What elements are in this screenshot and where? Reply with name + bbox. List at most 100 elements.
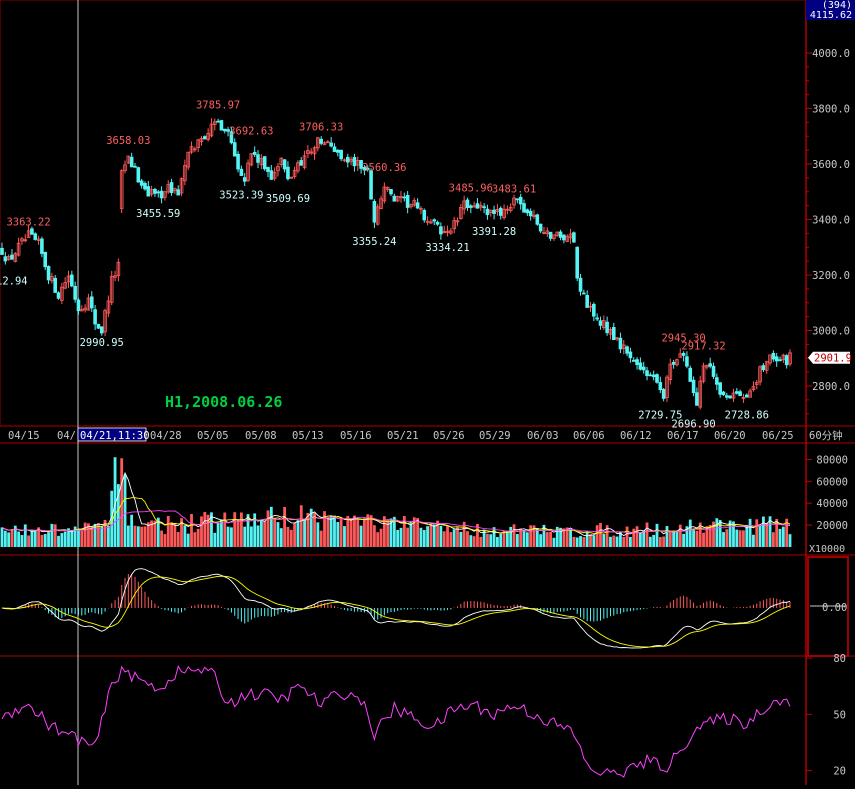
candle-body	[183, 165, 187, 182]
volume-bar	[745, 524, 749, 547]
candle-body	[705, 364, 709, 368]
volume-bar	[638, 532, 642, 547]
volume-bar	[549, 531, 553, 547]
candle-body	[63, 282, 67, 289]
volume-bar	[449, 532, 453, 547]
volume-tick-label: 20000	[816, 520, 848, 532]
volume-bar	[336, 522, 340, 547]
candle-body	[512, 197, 516, 206]
volume-bar	[226, 526, 230, 547]
volume-bar	[249, 526, 253, 547]
volume-bar	[476, 523, 479, 547]
volume-bar	[60, 533, 64, 547]
volume-bar	[106, 525, 110, 547]
candle-body	[136, 167, 141, 183]
volume-bar	[329, 515, 333, 547]
candle-body	[645, 370, 649, 376]
volume-bar	[67, 528, 70, 547]
candle-body	[575, 246, 580, 279]
volume-bar	[632, 528, 636, 547]
candle-body	[435, 221, 440, 225]
price-tick-label: 3600.0	[812, 159, 850, 171]
volume-bar	[83, 522, 87, 547]
candle-body	[482, 206, 486, 209]
candle-body	[56, 292, 61, 299]
price-annotation-low: 2696.90	[671, 419, 715, 431]
volume-bar	[376, 532, 380, 547]
candle-body	[469, 205, 473, 208]
candle-body	[309, 151, 314, 154]
volume-tick-label: 60000	[816, 476, 848, 488]
macd-zero-label: 0.00	[822, 602, 847, 614]
volume-bar	[43, 534, 47, 547]
candle-body	[129, 156, 134, 168]
candle-body	[585, 294, 589, 308]
candle-body	[648, 374, 653, 377]
price-annotation-high: 2917.32	[681, 340, 725, 352]
candle-body	[79, 309, 84, 312]
volume-bar	[293, 522, 296, 547]
volume-bar	[432, 524, 436, 547]
volume-bar	[239, 512, 243, 547]
volume-bar	[496, 537, 499, 547]
candle-body	[475, 203, 480, 209]
volume-bar	[645, 522, 649, 547]
volume-bar	[419, 527, 423, 547]
candle-body	[163, 191, 167, 198]
volume-bar	[529, 525, 533, 547]
volume-bar	[422, 530, 426, 547]
volume-bar	[665, 526, 669, 547]
volume-bar	[708, 524, 712, 547]
volume-bar	[572, 536, 576, 547]
volume-bar	[575, 537, 579, 547]
volume-bar	[17, 531, 21, 547]
volume-bar	[263, 521, 267, 547]
candle-body	[738, 391, 742, 397]
volume-bar	[615, 536, 619, 547]
candle-body	[721, 391, 726, 396]
macd-panel	[1, 568, 791, 649]
volume-bar	[133, 525, 137, 547]
volume-bar	[439, 525, 443, 547]
candle-body	[53, 277, 57, 293]
price-tick-label: 2800.0	[812, 381, 850, 393]
volume-bar	[180, 518, 183, 547]
cursor-date-box[interactable]: 04/21,11:30	[77, 427, 150, 442]
candle-body	[412, 200, 417, 206]
volume-bar	[363, 518, 366, 547]
candle-body	[565, 235, 570, 242]
volume-bar	[392, 516, 396, 547]
candle-body	[209, 123, 214, 137]
volume-bar	[619, 532, 622, 547]
volume-bar	[253, 513, 257, 547]
candle-body	[698, 380, 703, 408]
candle-body	[269, 170, 274, 180]
volume-bar	[100, 526, 104, 547]
price-annotation-high: 3560.36	[362, 162, 406, 174]
volume-bar	[735, 529, 739, 547]
candle-body	[498, 207, 503, 216]
candle-body	[379, 198, 383, 210]
volume-bar	[349, 518, 353, 547]
volume-bar	[469, 535, 473, 547]
date-tick-label: 04/	[57, 430, 76, 442]
rsi-tick-label: 80	[833, 653, 846, 665]
volume-bar	[625, 526, 629, 547]
candle-body	[741, 397, 746, 399]
candle-body	[30, 228, 34, 235]
volume-bar	[732, 521, 735, 547]
candle-body	[342, 159, 347, 162]
candle-body	[89, 296, 94, 309]
volume-bar	[369, 515, 373, 547]
candlestick-series	[0, 118, 792, 410]
volume-bar	[416, 518, 420, 547]
volume-bar	[399, 527, 403, 547]
candle-body	[179, 178, 184, 194]
candle-body	[675, 359, 679, 366]
volume-panel	[0, 457, 792, 547]
candle-body	[638, 362, 643, 370]
price-tick-label: 3400.0	[812, 215, 850, 227]
volume-bar	[366, 514, 370, 547]
price-annotation-low: 3509.69	[266, 193, 310, 205]
candle-body	[299, 160, 304, 166]
